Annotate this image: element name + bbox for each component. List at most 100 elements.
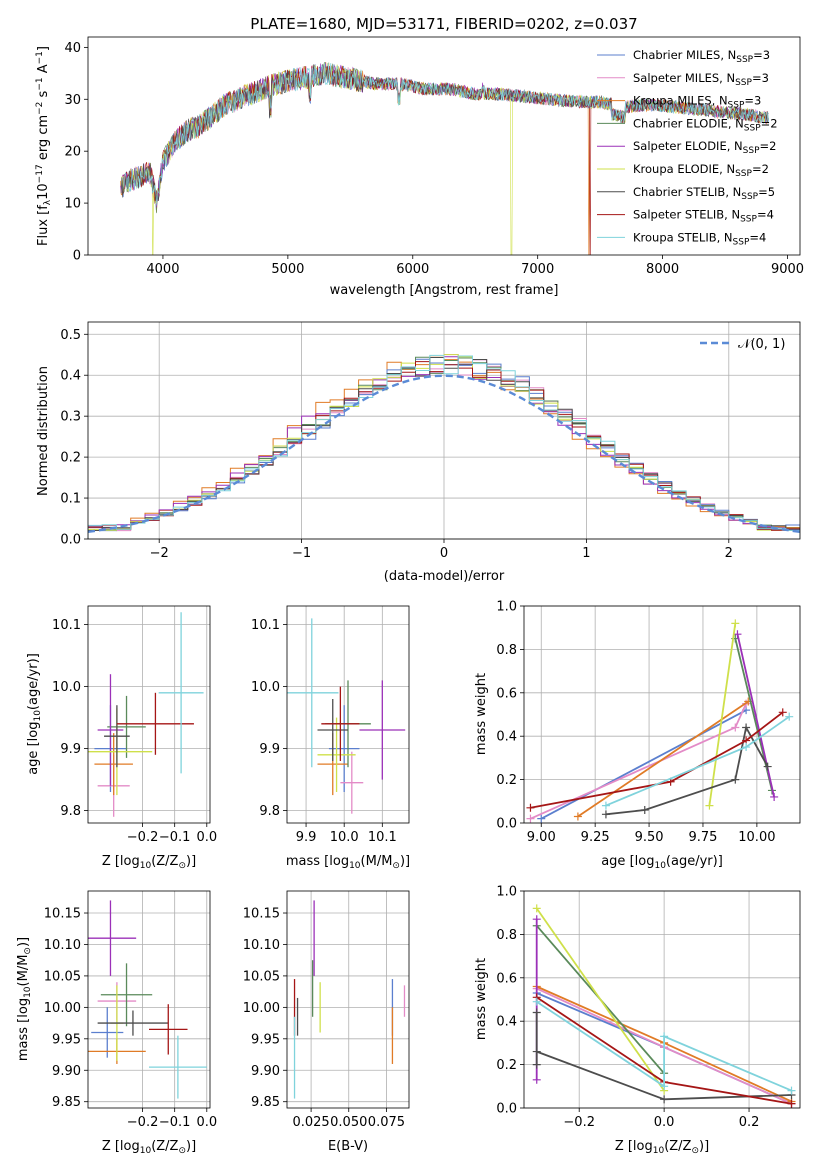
mass-z-errorbar	[100, 963, 153, 1027]
age-z-ylabel: age [log10​(age/yr)]	[26, 653, 43, 775]
weight-z-chart-xtick-label: −0.2	[563, 1115, 595, 1130]
legend-label-part: SSP	[736, 55, 753, 65]
spectrum-chart-ytick-label: 30	[64, 93, 81, 108]
age-z-xlabel-part: ⊙	[178, 861, 186, 871]
residual-chart-ytick-label: 0.2	[60, 451, 81, 466]
weight-z-series-line	[536, 1000, 792, 1092]
age-z-errorbar	[116, 692, 194, 755]
age-z-errorbar	[94, 733, 133, 796]
legend-label-part: =4	[757, 208, 774, 222]
weight-age-series-line	[708, 623, 737, 806]
spectrum-ylabel-part: −2	[35, 102, 45, 115]
mass-z-chart-ytick-label: 10.00	[44, 1001, 81, 1016]
weight-z-chart-frame	[523, 890, 801, 1109]
weight-age-point-marker	[785, 712, 794, 721]
age-z-chart-plot	[88, 612, 204, 817]
weight-age-point-marker	[733, 630, 742, 639]
residual-chart-frame	[87, 321, 801, 540]
weight-age-chart-frame	[523, 605, 801, 824]
weight-age-series-line	[540, 709, 747, 820]
spectrum-ylabel-part: −1	[35, 51, 45, 64]
weight-z-chart-ytick-label: 0.8	[496, 928, 517, 943]
weight-age-chart-xtick-label: 10.00	[738, 830, 775, 845]
legend-label-part: Salpeter MILES, N	[633, 71, 735, 85]
spectrum-chart-axis: 4000 5000 6000 7000 8000 9000 0 10 20 30 40	[64, 36, 804, 277]
weight-age-ylabel: mass weight	[474, 673, 489, 755]
legend-label-part: Kroupa MILES, N	[633, 94, 728, 108]
age-z-chart-xtick-label: −0.1	[159, 830, 191, 845]
age-mass-chart-frame	[286, 605, 410, 824]
weight-age-point-marker	[537, 814, 546, 823]
legend-label-part: SSP	[735, 169, 752, 179]
weight-age-point-marker	[742, 743, 751, 752]
age-z-xlabel-part: (Z/Z	[151, 854, 178, 869]
age-z-xlabel-part: )]	[186, 854, 196, 869]
weight-age-chart-grid	[524, 605, 800, 824]
age-z-chart-ytick-label: 10.0	[52, 680, 81, 695]
weight-age-xlabel: age [log10​(age/yr)]	[601, 854, 723, 871]
age-mass-chart-plot	[287, 618, 406, 814]
age-mass-chart-xtick-label: 10.0	[330, 830, 359, 845]
weight-age-point-marker	[742, 723, 751, 732]
weight-z-chart-axis: −0.2 0.0 0.2 0.0 0.2 0.4 0.6 0.8 1.0	[496, 885, 801, 1130]
mass-z-chart-frame	[87, 890, 211, 1109]
age-z-chart-ytick-label: 9.9	[60, 742, 81, 757]
age-z-errorbar	[158, 612, 204, 774]
weight-age-chart-xtick-label: 9.00	[527, 830, 556, 845]
histogram-step	[88, 354, 800, 539]
age-z-chart-ytick-label: 9.8	[60, 804, 81, 819]
age-z-ylabel-part: (age/yr)]	[26, 653, 41, 710]
spectrum-chart-xtick-label: 4000	[146, 262, 179, 277]
weight-age-series-line	[530, 711, 784, 809]
weight-age-chart-ytick-label: 0.4	[496, 730, 517, 745]
age-mass-chart-ytick-label: 10.1	[251, 618, 280, 633]
mass-z-errorbar	[88, 900, 137, 976]
legend-label: Salpeter ELODIE, NSSP​=2	[633, 139, 776, 156]
weight-z-xlabel-part: ⊙	[691, 1146, 699, 1156]
weight-age-chart-xtick-label: 9.75	[688, 830, 717, 845]
spectrum-xlabel: wavelength [Angstrom, rest frame]	[330, 283, 559, 298]
mass-z-errorbar	[91, 1007, 124, 1058]
mass-ebv-chart-plot	[293, 900, 406, 1099]
age-mass-errorbar	[287, 618, 339, 768]
weight-z-chart: −0.2 0.0 0.2 0.0 0.2 0.4 0.6 0.8 1.0	[496, 885, 801, 1130]
mass-ebv-xlabel: E(B-V)	[328, 1139, 368, 1154]
age-z-ylabel-part: age [log	[26, 722, 41, 775]
legend-label: 𝒩(0, 1)	[738, 337, 785, 352]
legend-label-part: SSP	[735, 78, 752, 88]
weight-z-point-marker	[660, 1095, 669, 1104]
weight-age-chart-xtick-label: 9.50	[635, 830, 664, 845]
legend-label-part: Kroupa STELIB, N	[633, 230, 733, 244]
legend-label: Salpeter STELIB, NSSP​=4	[633, 208, 774, 225]
residual-chart-ytick-label: 0.3	[60, 410, 81, 425]
age-mass-chart-ytick-label: 9.9	[259, 742, 280, 757]
mass-z-ylabel-part: 10	[23, 986, 33, 998]
age-z-chart: −0.2 −0.1 0.0 9.8 9.9 10.0 10.1	[52, 605, 217, 845]
mass-z-chart-ytick-label: 10.10	[44, 938, 81, 953]
legend-label-part: Chabrier MILES, N	[633, 48, 736, 62]
weight-z-chart-ytick-label: 1.0	[496, 885, 517, 900]
mass-ebv-chart-axis: 0.025 0.050 0.075 9.85 9.90 9.95 10.00 10.05 10.…	[243, 890, 410, 1130]
mass-z-ylabel-part: (M/M	[16, 955, 31, 987]
age-z-ylabel-part: 10	[33, 710, 43, 722]
spectrum-chart-ytick-label: 0	[73, 249, 81, 264]
mass-ebv-chart-ytick-label: 10.00	[243, 1001, 280, 1016]
spectrum-chart: 4000 5000 6000 7000 8000 9000 0 10 20 30 40	[64, 36, 804, 277]
spectrum-ylabel-part: −1	[35, 77, 45, 90]
residual-chart-xtick-label: 0	[440, 546, 448, 561]
age-mass-errorbar	[321, 686, 360, 761]
spectrum-ylabel-part: Flux [f	[36, 205, 51, 246]
residual-chart-xtick-label: −2	[150, 546, 169, 561]
mass-z-chart-plot	[88, 900, 207, 1099]
spectrum-chart-xtick-label: 8000	[646, 262, 679, 277]
weight-z-chart-ytick-label: 0.4	[496, 1015, 517, 1030]
spectrum-chart-ytick-label: 40	[64, 41, 81, 56]
legend-label-part: =3	[744, 94, 761, 108]
mass-z-xlabel: Z [log10​(Z/Z⊙​)]	[102, 1139, 196, 1156]
legend-label-part: Salpeter ELODIE, N	[633, 139, 743, 153]
spectrum-chart-ytick-label: 10	[64, 197, 81, 212]
mass-z-ylabel: mass [log10​(M/M⊙​)]	[16, 937, 33, 1061]
residual-chart-xtick-label: 2	[725, 546, 733, 561]
age-mass-errorbar	[328, 705, 360, 792]
